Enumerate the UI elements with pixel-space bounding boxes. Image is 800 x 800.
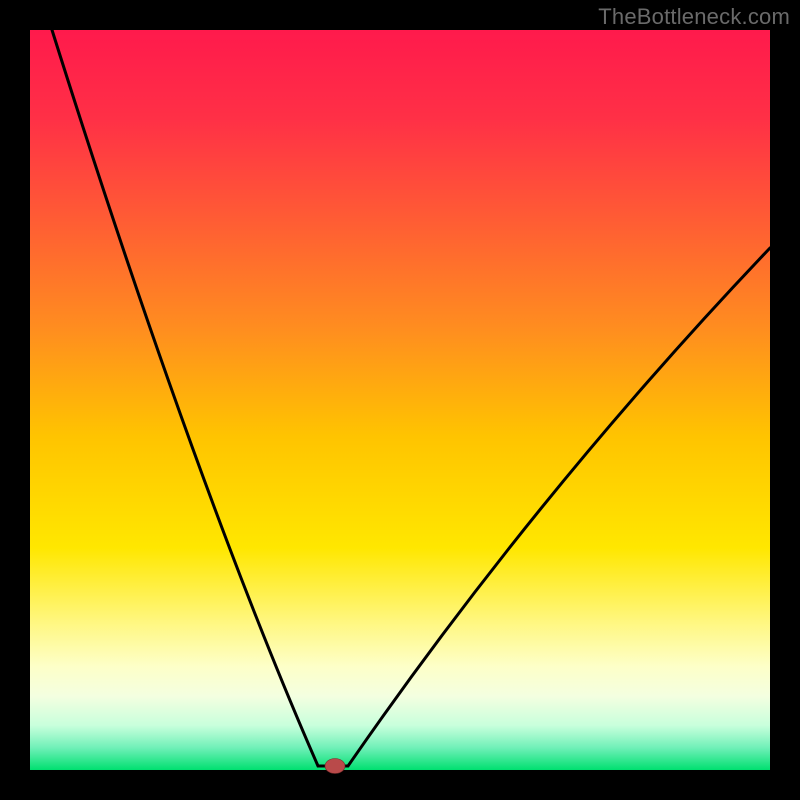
- bottleneck-chart: [0, 0, 800, 800]
- chart-background: [30, 30, 770, 770]
- chart-canvas: TheBottleneck.com: [0, 0, 800, 800]
- watermark-label: TheBottleneck.com: [598, 4, 790, 30]
- optimal-marker: [325, 759, 345, 774]
